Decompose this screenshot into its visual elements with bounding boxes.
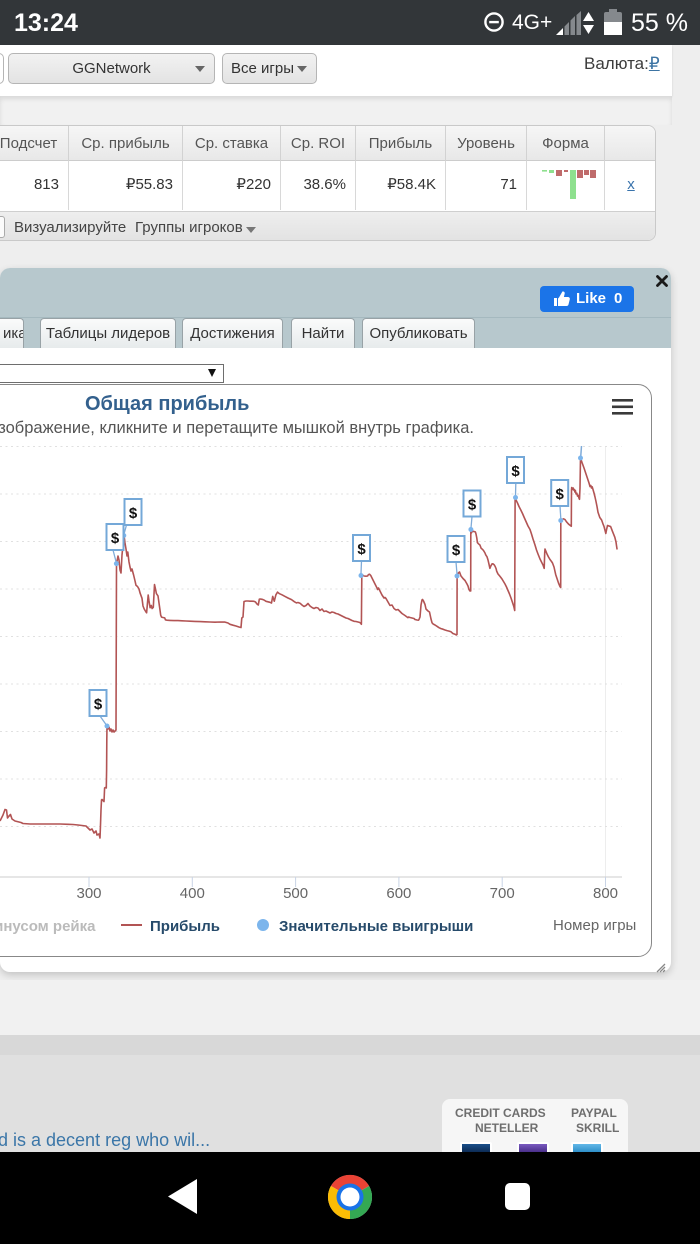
svg-text:$: $ [94,696,103,713]
svg-text:С минусом рейка: С минусом рейка [0,918,96,935]
svg-text:Номер игры: Номер игры [553,917,636,934]
svg-text:$: $ [129,505,138,522]
svg-text:600: 600 [386,885,411,902]
svg-text:700: 700 [490,885,515,902]
svg-text:300: 300 [76,885,101,902]
svg-text:$: $ [111,530,120,547]
svg-text:800: 800 [593,885,618,902]
svg-text:Прибыль: Прибыль [150,918,220,935]
svg-text:$: $ [468,497,477,514]
svg-text:$: $ [556,486,565,503]
svg-text:$: $ [357,541,366,558]
svg-text:500: 500 [283,885,308,902]
svg-text:400: 400 [180,885,205,902]
svg-text:$: $ [452,542,461,559]
svg-text:$: $ [511,463,520,480]
svg-text:Значительные выигрыши: Значительные выигрыши [279,918,473,935]
